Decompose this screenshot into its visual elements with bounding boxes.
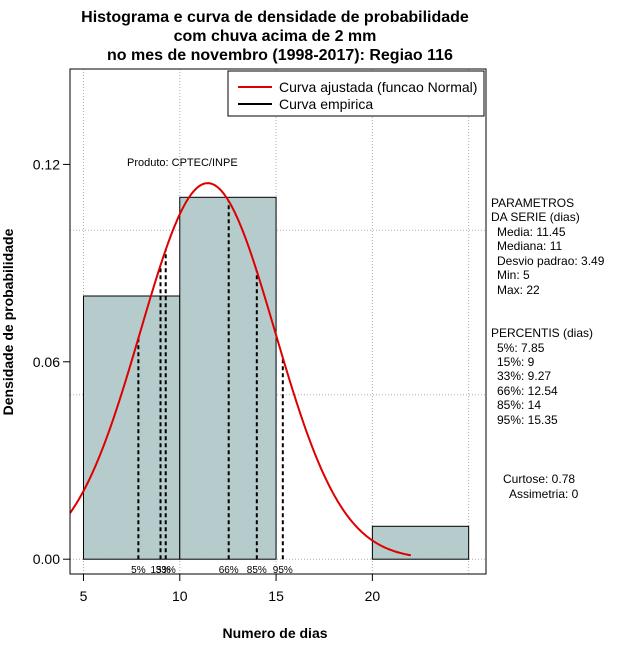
y-tick-label-2: 0.06 bbox=[33, 354, 60, 370]
curtose-value: Curtose: 0.78 bbox=[503, 472, 575, 486]
percentis-panel: PERCENTIS (dias) 5%: 7.85 15%: 9 33%: 9.… bbox=[491, 326, 593, 427]
parameters-panel: PARAMETROS DA SERIE (dias) Media: 11.45 … bbox=[491, 196, 605, 297]
percentile-label-1: 5% bbox=[131, 565, 146, 576]
chart-title-line-3: no mes de novembro (1998-2017): Regiao 1… bbox=[107, 47, 453, 64]
percentil-95: 95%: 15.35 bbox=[497, 413, 558, 427]
plot-frame bbox=[69, 68, 487, 575]
curves bbox=[70, 182, 412, 557]
legend-empirical-label: Curva empirica bbox=[279, 96, 373, 112]
percentil-5: 5%: 7.85 bbox=[497, 341, 545, 355]
chart-title-line-1: Histograma e curva de densidade de proba… bbox=[81, 9, 469, 26]
x-tick-label-2: 10 bbox=[172, 588, 188, 604]
parameter-desvio: Desvio padrao: 3.49 bbox=[497, 254, 605, 268]
percentis-heading: PERCENTIS (dias) bbox=[491, 326, 593, 340]
parameter-min: Min: 5 bbox=[497, 268, 530, 282]
histogram-bars bbox=[82, 196, 470, 560]
percentile-label-4: 66% bbox=[219, 565, 239, 576]
x-tick-label-1: 5 bbox=[80, 588, 88, 604]
x-tick-label-4: 20 bbox=[365, 588, 381, 604]
y-tick-label-1: 0.00 bbox=[33, 551, 60, 567]
percentil-85: 85%: 14 bbox=[497, 398, 541, 412]
percentile-label-3: 33% bbox=[156, 565, 176, 576]
percentile-label-5: 85% bbox=[247, 565, 267, 576]
percentil-66: 66%: 12.54 bbox=[497, 384, 558, 398]
histogram-bar-3 bbox=[371, 525, 470, 560]
x-tick-label-3: 15 bbox=[268, 588, 284, 604]
legend-box bbox=[227, 70, 485, 117]
parameter-media: Media: 11.45 bbox=[497, 225, 566, 239]
parameters-heading-2: DA SERIE (dias) bbox=[491, 210, 580, 224]
parameter-max: Max: 22 bbox=[497, 283, 540, 297]
legend: Curva ajustada (funcao Normal) Curva emp… bbox=[227, 70, 485, 117]
percentil-15: 15%: 9 bbox=[497, 355, 535, 369]
normal-curve bbox=[70, 182, 412, 557]
parameters-heading-1: PARAMETROS bbox=[491, 196, 574, 210]
y-tick-label-3: 0.12 bbox=[33, 156, 60, 172]
legend-normal-label: Curva ajustada (funcao Normal) bbox=[279, 79, 477, 95]
histogram-bar-2 bbox=[179, 196, 277, 560]
chart-title-line-2: com chuva acima de 2 mm bbox=[174, 28, 377, 45]
y-axis-title: Densidade de probabilidade bbox=[0, 228, 16, 415]
shape-panel: Curtose: 0.78 Assimetria: 0 bbox=[503, 472, 579, 501]
axes: 5 10 15 20 0.00 0.06 0.12 bbox=[33, 156, 381, 604]
x-axis-title: Numero de dias bbox=[222, 625, 327, 641]
assimetria-value: Assimetria: 0 bbox=[509, 487, 579, 501]
percentil-33: 33%: 9.27 bbox=[497, 369, 551, 383]
source-annotation: Produto: CPTEC/INPE bbox=[127, 157, 238, 169]
percentile-label-6: 95% bbox=[273, 565, 293, 576]
percentile-lines: 5% 15%33% 66% 85% 95% bbox=[131, 201, 293, 576]
histogram-bar-1 bbox=[82, 295, 181, 560]
parameter-mediana: Mediana: 11 bbox=[497, 239, 562, 253]
percentile-label-2: 15% bbox=[151, 565, 171, 576]
